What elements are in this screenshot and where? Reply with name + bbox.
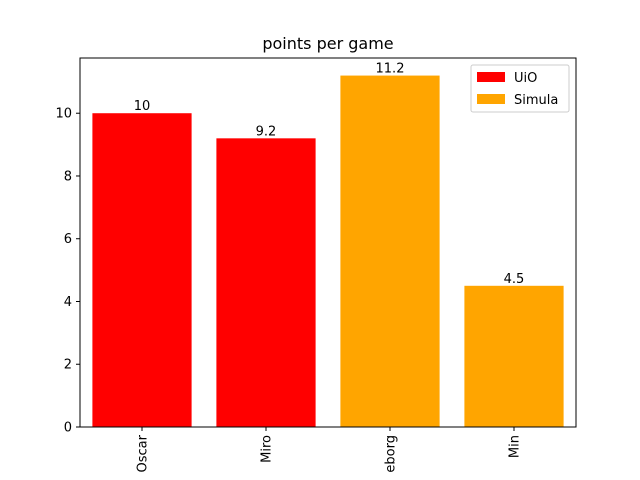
x-tick-label: eborg [384,435,399,473]
axes-layer: 0 2 4 6 8 10 Oscar Miro eborg Min [55,57,577,473]
x-tick-label: Miro [260,435,275,463]
data-label: 4.5 [504,272,525,287]
y-tick-label: 2 [64,358,72,373]
bar-oscar [92,113,192,427]
bars-layer: 10 9.2 11.2 4.5 [92,62,564,427]
bar-min [464,285,564,427]
legend: UiO Simula [470,64,570,113]
legend-label-simula: Simula [514,93,558,108]
x-tick-label: Oscar [136,434,151,472]
chart-title: points per game [262,34,393,53]
y-tick-label: 8 [64,169,72,184]
y-tick-label: 10 [55,107,72,122]
legend-swatch-uio [477,72,505,82]
x-tick-label: Min [508,435,523,458]
bar-miro [216,138,316,427]
data-label: 9.2 [256,124,277,139]
legend-label-uio: UiO [514,71,537,86]
legend-swatch-simula [477,94,505,104]
data-label: 10 [134,99,151,114]
data-label: 11.2 [376,62,405,77]
plot-frame [79,57,577,428]
y-tick-label: 6 [64,232,72,247]
y-tick-label: 4 [64,295,72,310]
y-tick-label: 0 [64,421,72,436]
bar-eborg [340,75,440,427]
